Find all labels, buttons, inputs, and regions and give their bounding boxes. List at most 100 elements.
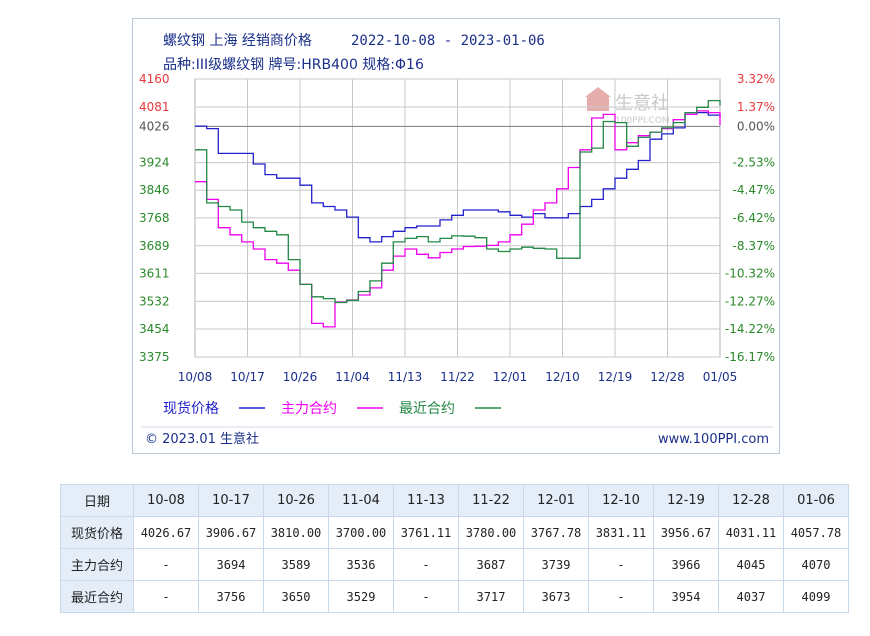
table-cell: 3650 [263,580,329,613]
x-tick-label: 10/08 [178,370,213,384]
y-axis-left: 4160 4081 4026 3924 3846 3768 3689 3611 3532 3454… [139,72,170,364]
watermark: 生意社 100PPI.COM [585,87,670,126]
table-header-date-label: 日期 [60,484,134,517]
watermark-subtext: 100PPI.COM [615,116,670,126]
y-right-tick-label: -14.22% [725,322,775,336]
table-cell: - [133,580,199,613]
y-right-tick-label: -12.27% [725,294,775,308]
table-cell: 3529 [328,580,394,613]
y-left-tick-label: 3689 [139,239,170,253]
table-header-date: 11-13 [393,484,459,517]
table-cell: 3687 [458,548,524,581]
table-row: 主力合约 -3694 3589 3536-3687 3739-3966 4045 4070 [60,548,849,581]
table-row-label: 现货价格 [60,516,134,549]
plot-grid [194,78,721,358]
table-header-date: 12-19 [653,484,719,517]
table-cell: 3761.11 [393,516,459,549]
x-tick-label: 12/10 [545,370,580,384]
table-cell: 4045 [718,548,784,581]
y-left-tick-label: 3375 [139,350,170,364]
y-left-tick-label: 3532 [139,294,170,308]
table-cell: 4070 [783,548,849,581]
y-left-tick-label: 4026 [139,119,170,133]
footer-copyright: © 2023.01 生意社 [145,431,259,447]
table-cell: 3700.00 [328,516,394,549]
y-right-tick-label: -10.32% [725,266,775,280]
y-left-tick-label: 3768 [139,211,170,225]
y-left-tick-label: 4081 [139,100,170,114]
x-tick-label: 12/01 [493,370,528,384]
legend-label-main: 主力合约 [281,401,337,417]
legend-label-spot: 现货价格 [163,400,219,417]
table-cell: - [588,548,654,581]
x-axis: 10/08 10/17 10/26 11/04 11/13 11/22 12/01 12/10… [178,370,738,384]
table-cell: 4031.11 [718,516,784,549]
y-left-tick-label: 3454 [139,322,170,336]
x-tick-label: 01/05 [703,370,738,384]
chart-panel: 螺纹钢 上海 经销商价格 2022-10-08 - 2023-01-06 品种:… [132,18,780,454]
table-cell: 3694 [198,548,264,581]
table-cell: 3954 [653,580,719,613]
chart-title-dates: 2022-10-08 - 2023-01-06 [351,33,545,49]
y-left-tick-label: 3611 [139,266,170,280]
y-right-tick-label: -16.17% [725,350,775,364]
legend: 现货价格 主力合约 最近合约 [163,400,501,417]
table-cell: 3739 [523,548,589,581]
y-right-tick-label: -2.53% [733,156,775,170]
y-right-tick-label: 0.00% [737,119,775,133]
x-tick-label: 10/17 [230,370,265,384]
table-cell: 4026.67 [133,516,199,549]
table-cell: - [133,548,199,581]
legend-label-near: 最近合约 [399,401,455,417]
watermark-logo-icon [587,97,609,111]
table-cell: 3767.78 [523,516,589,549]
series-line-spot [195,111,721,243]
table-body: 现货价格 4026.67 3906.67 3810.00 3700.00 3761.11 3… [60,516,849,613]
table-header-date: 12-28 [718,484,784,517]
table-cell: 3906.67 [198,516,264,549]
y-right-tick-label: -6.42% [733,211,775,225]
x-tick-label: 11/04 [335,370,370,384]
table-header-date: 12-01 [523,484,589,517]
table-cell: 3717 [458,580,524,613]
y-right-tick-label: -4.47% [733,183,775,197]
table-row-label: 最近合约 [60,580,134,613]
table-header-date: 11-04 [328,484,394,517]
table-header-row: 日期 10-08 10-17 10-26 11-04 11-13 11-22 12-01 12… [60,484,849,517]
x-tick-label: 12/28 [650,370,685,384]
table-cell: - [393,580,459,613]
table-row: 最近合约 -3756 3650 3529-3717 3673-3954 4037 4099 [60,580,849,613]
table-header-date: 12-10 [588,484,654,517]
table-cell: 4099 [783,580,849,613]
footer-url: www.100PPI.com [658,432,769,447]
watermark-text: 生意社 [615,93,669,114]
table-cell: 4057.78 [783,516,849,549]
table-header-date: 10-26 [263,484,329,517]
x-tick-label: 11/13 [388,370,423,384]
y-right-tick-label: 1.37% [737,100,775,114]
table-cell: 3589 [263,548,329,581]
y-left-tick-label: 4160 [139,72,170,86]
table-row-label: 主力合约 [60,548,134,581]
table-cell: 3831.11 [588,516,654,549]
table-header-date: 11-22 [458,484,524,517]
price-data-table: 日期 10-08 10-17 10-26 11-04 11-13 11-22 12-01 12… [60,484,849,613]
table-cell: 4037 [718,580,784,613]
table-cell: 3756 [198,580,264,613]
table-cell: 3780.00 [458,516,524,549]
table-cell: 3810.00 [263,516,329,549]
y-left-tick-label: 3846 [139,183,170,197]
y-left-tick-label: 3924 [139,156,170,170]
table-cell: 3966 [653,548,719,581]
chart-subtitle: 品种:III级螺纹钢 牌号:HRB400 规格:Φ16 [163,56,424,73]
table-cell: 3673 [523,580,589,613]
x-tick-label: 10/26 [283,370,318,384]
chart-title-name: 螺纹钢 上海 经销商价格 [163,33,312,49]
table-cell: - [588,580,654,613]
table-header-date: 10-17 [198,484,264,517]
table-cell: - [393,548,459,581]
x-tick-label: 11/22 [440,370,475,384]
y-right-tick-label: 3.32% [737,72,775,86]
x-tick-label: 12/19 [598,370,633,384]
series-line-near [195,99,721,304]
